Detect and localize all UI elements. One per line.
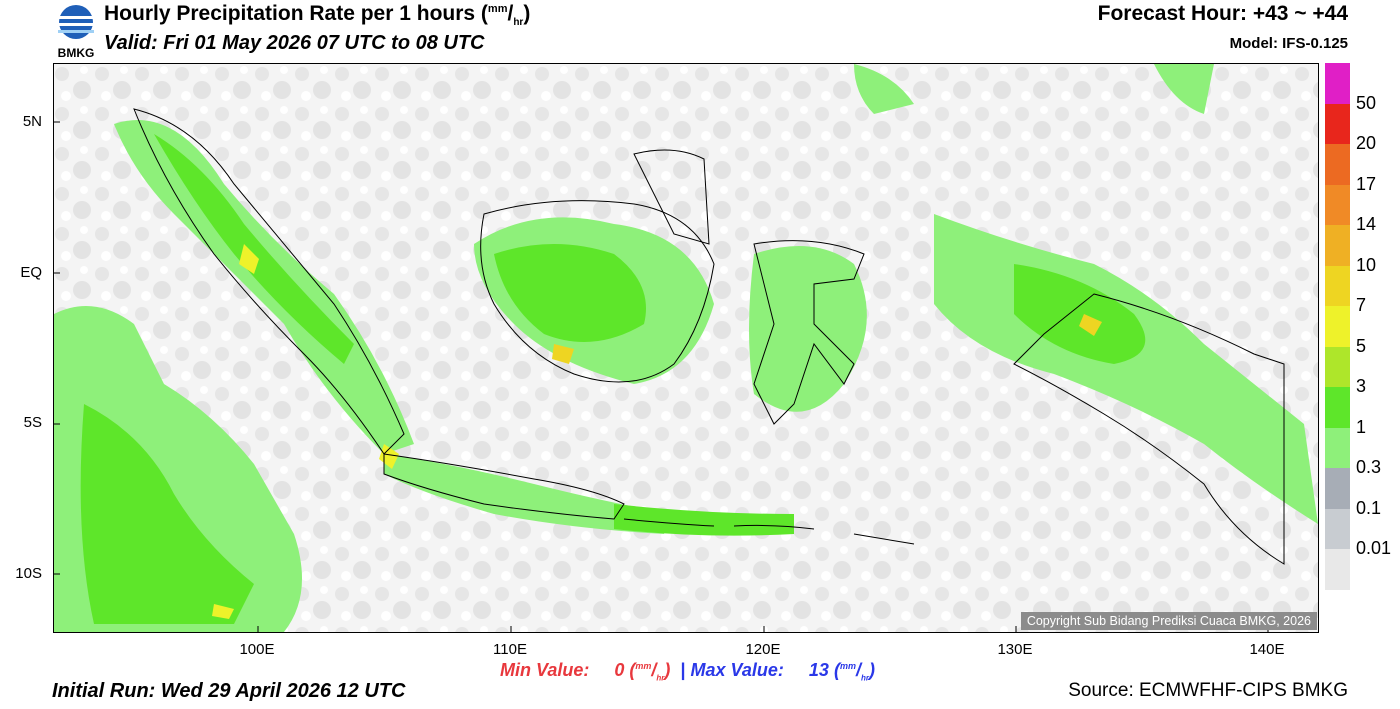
lat-label: 10S (15, 565, 42, 582)
lon-label: 100E (239, 641, 275, 658)
colorbar-label: 0.1 (1356, 497, 1382, 518)
valid-time: Valid: Fri 01 May 2026 07 UTC to 08 UTC (104, 32, 485, 54)
forecast-hour: Forecast Hour: +43 ~ +44 (1097, 2, 1348, 25)
precipitation-map (53, 63, 1319, 633)
colorbar-label: 50 (1356, 92, 1377, 113)
colorbar-label: 1 (1356, 416, 1367, 437)
max-label: Max Value: (690, 660, 784, 680)
colorbar-segment (1325, 184, 1350, 226)
chart-title: Hourly Precipitation Rate per 1 hours (m… (104, 2, 531, 29)
lon-label: 110E (493, 641, 527, 658)
colorbar-label: 3 (1356, 376, 1367, 397)
colorbar-segment (1325, 346, 1350, 388)
separator: | (680, 660, 686, 680)
colorbar-label: 7 (1356, 295, 1367, 316)
map-svg (54, 64, 1318, 632)
bmkg-logo: BMKG (52, 2, 100, 60)
min-value: 0 (614, 660, 625, 680)
colorbar-segment (1325, 468, 1350, 509)
initial-run: Initial Run: Wed 29 April 2026 12 UTC (52, 680, 406, 702)
lat-label: 5N (22, 113, 42, 130)
max-value: 13 (808, 660, 829, 680)
lon-label: 130E (997, 641, 1033, 658)
colorbar-label: 20 (1356, 133, 1377, 154)
colorbar-label: 5 (1356, 335, 1367, 356)
lon-label: 120E (745, 641, 781, 658)
colorbar-label: 17 (1356, 173, 1377, 194)
min-label: Min Value: (500, 660, 590, 680)
colorbar-segment (1325, 225, 1350, 266)
lat-label: 5S (23, 414, 42, 431)
colorbar-segment (1325, 103, 1350, 145)
colorbar-label: 10 (1356, 254, 1377, 275)
colorbar-label: 0.01 (1356, 538, 1392, 559)
model-name: Model: IFS-0.125 (1229, 35, 1348, 52)
min-max-values: Min Value: 0 (mm/hr) | Max Value: 13 (mm… (500, 660, 875, 683)
rain-areas (54, 64, 1318, 632)
colorbar-segment (1325, 144, 1350, 185)
copyright-label: Copyright Sub Bidang Prediksi Cuaca BMKG… (1020, 612, 1317, 630)
colorbar-segment (1325, 265, 1350, 307)
lon-label: 140E (1249, 641, 1285, 658)
data-source: Source: ECMWFHF-CIPS BMKG (1068, 680, 1348, 701)
coastlines (133, 108, 1285, 565)
colorbar-segment (1325, 427, 1350, 469)
colorbar (1325, 63, 1350, 590)
colorbar-segment (1325, 306, 1350, 347)
lat-label: EQ (20, 264, 42, 281)
colorbar-label: 0.3 (1356, 457, 1382, 478)
colorbar-segment (1325, 549, 1350, 590)
colorbar-segment (1325, 508, 1350, 550)
colorbar-label: 14 (1356, 214, 1377, 235)
colorbar-segment (1325, 387, 1350, 428)
colorbar-segment (1325, 63, 1350, 104)
logo-text: BMKG (57, 46, 95, 60)
